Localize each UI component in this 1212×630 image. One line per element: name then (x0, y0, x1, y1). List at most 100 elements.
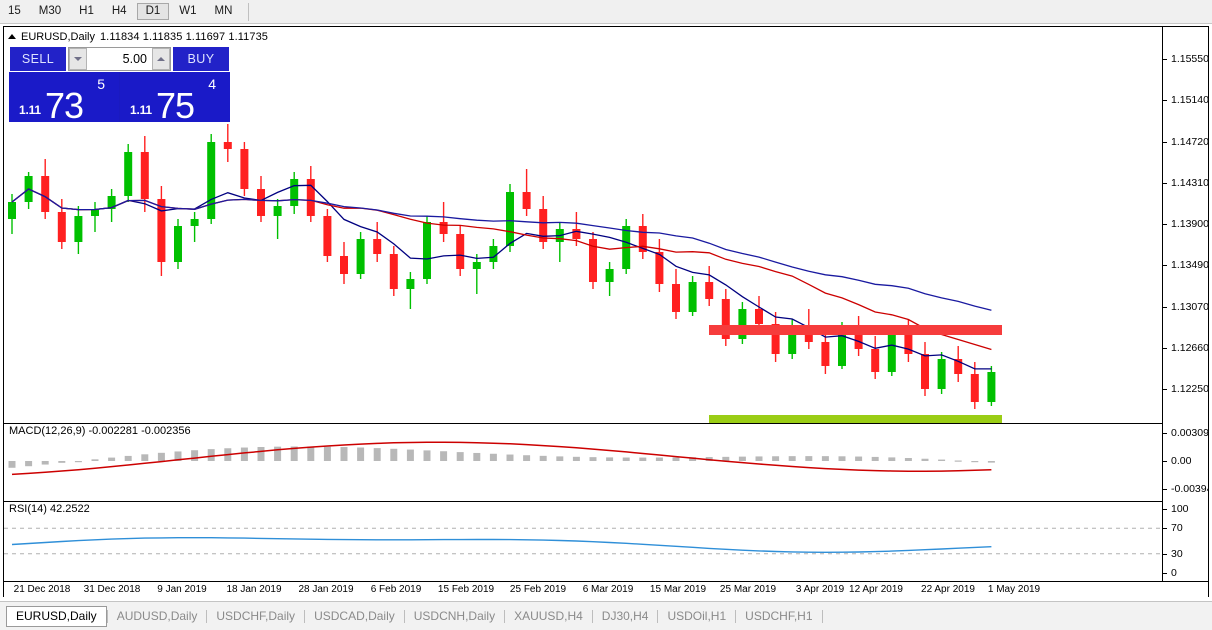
chart-tab-usdcad-daily[interactable]: USDCAD,Daily (314, 608, 395, 623)
time-axis-label: 6 Feb 2019 (370, 584, 422, 595)
sell-price-main: 73 (45, 85, 84, 126)
time-axis-label: 18 Jan 2019 (226, 584, 282, 595)
chart-tab-xauusd-h4[interactable]: XAUUSD,H4 (514, 608, 583, 623)
sell-price-display[interactable]: 1.11 73 5 (9, 72, 119, 126)
timeframe-button-h4[interactable]: H4 (111, 5, 127, 17)
time-axis-label: 9 Jan 2019 (157, 584, 207, 595)
macd-label: MACD(12,26,9) -0.002281 -0.002356 (9, 425, 191, 437)
timeframe-button-m30[interactable]: M30 (38, 5, 62, 17)
tab-separator (106, 609, 108, 623)
price-scale-tick (1163, 59, 1167, 60)
chart-frame: EURUSD,Daily 1.11834 1.11835 1.11697 1.1… (3, 26, 1209, 597)
macd-scale-tick (1163, 489, 1167, 490)
macd-scale-label: -0.003947 (1171, 483, 1208, 495)
chart-tab-usdoil-h1[interactable]: USDOil,H1 (667, 608, 727, 623)
macd-scale-tick (1163, 433, 1167, 434)
chart-tab-dj30-h4[interactable]: DJ30,H4 (601, 608, 649, 623)
tab-separator (403, 609, 405, 623)
price-chart-canvas[interactable] (4, 27, 1168, 423)
rsi-scale-label: 30 (1171, 547, 1183, 560)
rsi-label: RSI(14) 42.2522 (9, 503, 90, 515)
tab-separator (657, 609, 659, 623)
chart-tab-bar: EURUSD,Daily AUDUSD,Daily USDCHF,Daily USDC… (0, 601, 1212, 630)
price-pane[interactable]: 1.15550 1.15140 1.14720 1.14310 1.13900 1.134… (4, 27, 1208, 423)
one-click-trading-panel[interactable]: SELL 5.00 BUY 1.11 73 5 1.11 (9, 46, 230, 126)
tab-separator (304, 609, 306, 623)
rsi-scale-tick (1163, 528, 1167, 530)
timeframe-button-mn[interactable]: MN (214, 5, 233, 17)
time-axis-label: 15 Mar 2019 (649, 584, 707, 595)
tab-separator (735, 609, 737, 623)
sell-button[interactable]: SELL (10, 47, 66, 71)
timeframe-button-15[interactable]: 15 (8, 5, 21, 17)
buy-price-prefix: 1.11 (130, 103, 152, 117)
time-axis-label: 6 Mar 2019 (582, 584, 634, 595)
rsi-scale-label: 70 (1171, 522, 1183, 535)
volume-increase-button[interactable] (152, 48, 170, 70)
rsi-pane[interactable]: RSI(14) 42.2522 100 70 30 0 (4, 501, 1208, 581)
chart-tab-usdcnh-daily[interactable]: USDCNH,Daily (413, 608, 496, 623)
macd-scale-label: 0.00 (1171, 455, 1192, 467)
time-axis-label: 25 Mar 2019 (719, 584, 777, 595)
buy-price-display[interactable]: 1.11 75 4 (120, 72, 230, 126)
price-scale-tick (1163, 348, 1167, 349)
chart-tab-usdchf-h1[interactable]: USDCHF,H1 (745, 608, 813, 623)
chart-symbol-label: EURUSD,Daily (21, 30, 95, 43)
time-axis: 21 Dec 2018 31 Dec 2018 9 Jan 2019 18 Jan 2… (4, 581, 1208, 597)
rsi-scale-label: 0 (1171, 567, 1177, 579)
macd-scale-label: 0.003095 (1171, 427, 1208, 439)
volume-decrease-button[interactable] (69, 48, 87, 70)
price-scale-tick (1163, 265, 1167, 266)
macd-scale: 0.003095 0.00 -0.003947 (1162, 423, 1208, 501)
buy-price-fraction: 4 (208, 76, 216, 92)
rsi-scale-label: 100 (1171, 503, 1189, 515)
tab-separator (206, 609, 208, 623)
time-axis-label: 21 Dec 2018 (13, 584, 71, 595)
time-axis-label: 3 Apr 2019 (795, 584, 845, 595)
chart-tab-usdchf-daily[interactable]: USDCHF,Daily (216, 608, 296, 623)
chart-header: EURUSD,Daily 1.11834 1.11835 1.11697 1.1… (8, 30, 268, 43)
price-scale-tick (1163, 389, 1167, 390)
trade-panel-prices: 1.11 73 5 1.11 75 4 (9, 72, 230, 126)
timeframe-button-d1[interactable]: D1 (136, 3, 170, 20)
sell-price-fraction: 5 (97, 76, 105, 92)
chart-ohlc-label: 1.11834 1.11835 1.11697 1.11735 (99, 30, 269, 43)
timeframe-button-w1[interactable]: W1 (179, 5, 197, 17)
chart-tab-audusd-daily[interactable]: AUDUSD,Daily (116, 608, 198, 623)
chart-tab-eurusd-daily[interactable]: EURUSD,Daily (6, 605, 107, 627)
volume-input[interactable]: 5.00 (68, 47, 171, 71)
time-axis-label: 28 Jan 2019 (298, 584, 354, 595)
price-scale-label: 1.15140 (1171, 94, 1208, 106)
price-scale-label: 1.14310 (1171, 177, 1208, 189)
macd-chart-canvas (8, 441, 995, 476)
price-scale-label: 1.13490 (1171, 259, 1208, 271)
timeframe-toolbar: 15 M30 H1 H4 D1 W1 MN (0, 0, 1212, 24)
rsi-chart-canvas (4, 527, 1168, 555)
price-scale-tick (1163, 100, 1167, 101)
rsi-scale-tick (1163, 573, 1167, 574)
price-scale-label: 1.14720 (1171, 136, 1208, 148)
time-axis-label: 25 Feb 2019 (509, 584, 567, 595)
buy-price-main: 75 (156, 85, 195, 126)
price-scale-label: 1.15550 (1171, 53, 1208, 65)
trade-panel-controls: SELL 5.00 BUY (9, 46, 230, 72)
time-axis-label: 12 Apr 2019 (849, 584, 903, 595)
price-scale[interactable]: 1.15550 1.15140 1.14720 1.14310 1.13900 1.134… (1162, 27, 1208, 423)
sell-price-prefix: 1.11 (19, 103, 41, 117)
rsi-scale: 100 70 30 0 (1162, 501, 1208, 581)
volume-value[interactable]: 5.00 (122, 52, 147, 66)
time-axis-label: 15 Feb 2019 (437, 584, 495, 595)
collapse-triangle-icon[interactable] (8, 34, 16, 39)
toolbar-separator (248, 2, 250, 21)
price-scale-tick (1163, 142, 1167, 143)
macd-pane[interactable]: MACD(12,26,9) -0.002281 -0.002356 0.0030… (4, 423, 1208, 501)
price-scale-label: 1.13070 (1171, 301, 1208, 313)
timeframe-button-h1[interactable]: H1 (79, 5, 94, 17)
time-axis-label: 1 May 2019 (987, 584, 1041, 595)
price-scale-label: 1.13900 (1171, 218, 1208, 230)
rsi-pane-divider (4, 501, 1208, 502)
rsi-scale-tick (1163, 553, 1167, 555)
time-axis-label: 22 Apr 2019 (921, 584, 975, 595)
buy-button[interactable]: BUY (173, 47, 229, 71)
